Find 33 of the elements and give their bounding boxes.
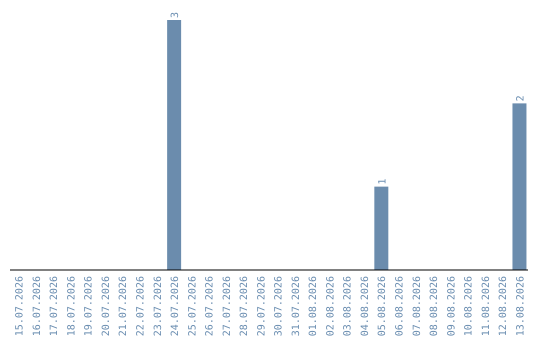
x-tick-label: 31.07.2026 <box>290 276 302 336</box>
x-tick-label: 28.07.2026 <box>239 276 250 336</box>
x-tick-label: 09.08.2026 <box>446 276 458 336</box>
x-tick-label: 26.07.2026 <box>204 276 216 336</box>
x-tick-label: 11.08.2026 <box>480 276 492 336</box>
x-tick-label: 08.08.2026 <box>429 276 440 336</box>
x-tick-label: 04.08.2026 <box>360 276 371 336</box>
x-tick-label: 17.07.2026 <box>49 276 60 336</box>
x-tick-label: 29.07.2026 <box>256 276 268 336</box>
x-tick-label: 01.08.2026 <box>308 276 320 336</box>
x-tick-label: 21.07.2026 <box>118 276 130 336</box>
x-tick-label: 18.07.2026 <box>66 276 78 336</box>
x-tick-label: 10.08.2026 <box>464 276 475 336</box>
data-label: 2 <box>515 95 526 102</box>
x-tick-label: 05.08.2026 <box>377 276 388 336</box>
x-tick-label: 30.07.2026 <box>274 276 285 336</box>
x-tick-label: 16.07.2026 <box>32 276 43 336</box>
x-tick-label: 03.08.2026 <box>342 276 354 336</box>
x-tick-label: 27.07.2026 <box>222 276 233 336</box>
x-tick-label: 02.08.2026 <box>325 276 336 336</box>
data-label: 3 <box>170 12 182 18</box>
data-label: 1 <box>377 178 388 185</box>
x-tick-label: 22.07.2026 <box>136 276 146 336</box>
x-tick-label: 12.08.2026 <box>498 276 510 336</box>
x-tick-label: 07.08.2026 <box>412 276 423 336</box>
x-tick-label: 25.07.2026 <box>187 276 198 336</box>
x-tick-label: 06.08.2026 <box>394 276 406 336</box>
x-tick-label: 15.07.2026 <box>14 276 26 336</box>
x-tick-label: 13.08.2026 <box>515 276 526 336</box>
x-tick-label: 20.07.2026 <box>100 276 112 336</box>
x-tick-label: 24.07.2026 <box>170 276 182 336</box>
x-tick-label: 19.07.2026 <box>84 276 95 336</box>
x-tick-label: 23.07.2026 <box>152 276 164 336</box>
